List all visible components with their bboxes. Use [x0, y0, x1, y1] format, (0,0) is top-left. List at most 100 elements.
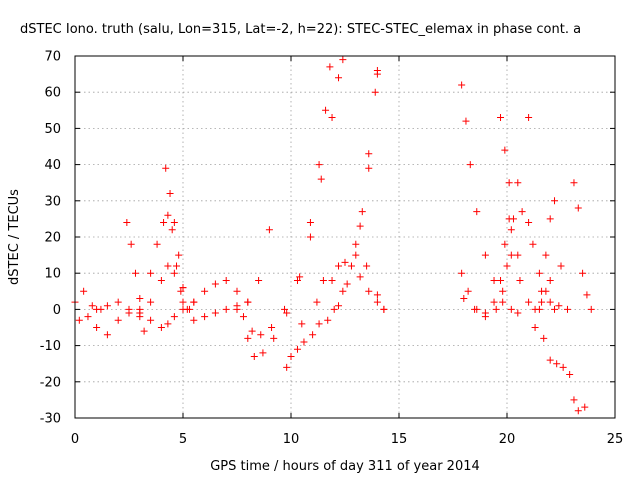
data-point: [248, 327, 256, 335]
data-point: [501, 240, 509, 248]
data-point: [473, 208, 481, 216]
data-point: [557, 262, 565, 270]
data-point: [270, 334, 278, 342]
y-tick-label: -30: [40, 412, 61, 427]
data-point: [481, 313, 489, 321]
data-point: [75, 316, 83, 324]
data-point: [222, 276, 230, 284]
x-tick-label: 20: [499, 432, 516, 447]
data-point: [330, 305, 338, 313]
data-point: [166, 190, 174, 198]
data-point: [514, 251, 522, 259]
data-point: [255, 276, 263, 284]
data-point: [356, 273, 364, 281]
data-point: [481, 251, 489, 259]
data-point: [501, 146, 509, 154]
data-point: [93, 324, 101, 331]
data-point: [341, 258, 349, 266]
data-point: [507, 251, 515, 259]
data-point: [373, 298, 381, 306]
data-point: [535, 305, 543, 313]
data-point: [319, 276, 327, 284]
data-point: [339, 56, 347, 64]
data-point: [587, 305, 595, 313]
data-point: [173, 262, 181, 270]
data-point: [239, 313, 247, 321]
data-point: [298, 320, 306, 328]
data-point: [559, 363, 567, 371]
data-point: [283, 309, 291, 317]
y-tick-label: -20: [40, 375, 61, 390]
data-point: [328, 276, 336, 284]
x-tick-label: 5: [179, 432, 187, 447]
data-point: [581, 403, 589, 411]
data-point: [313, 298, 321, 306]
y-tick-label: 70: [44, 50, 61, 65]
data-point: [471, 305, 479, 313]
data-points: [71, 56, 595, 415]
data-point: [84, 313, 92, 321]
data-point: [466, 161, 474, 169]
data-point: [157, 324, 165, 331]
y-tick-label: 60: [44, 86, 61, 101]
data-point: [259, 349, 267, 357]
data-point: [365, 150, 373, 158]
tick-labels: 0 5 10 15 20 25 -30 -20 -10 0 10 20 30 40 50 60 70: [40, 50, 624, 448]
data-point: [257, 331, 265, 339]
data-point: [324, 316, 332, 324]
data-point: [525, 219, 533, 227]
data-point: [153, 240, 161, 248]
y-tick-label: 30: [44, 194, 61, 209]
data-point: [538, 298, 546, 306]
data-point: [335, 302, 343, 310]
data-point: [514, 309, 522, 317]
data-point: [490, 298, 498, 306]
data-point: [164, 211, 172, 219]
data-point: [352, 251, 360, 259]
data-point: [540, 334, 548, 342]
data-point: [80, 287, 88, 295]
x-tick-label: 0: [71, 432, 79, 447]
data-point: [127, 240, 135, 248]
chart-title: dSTEC Iono. truth (salu, Lon=315, Lat=-2…: [20, 22, 581, 37]
data-point: [306, 233, 314, 241]
data-point: [177, 287, 185, 295]
data-point: [136, 313, 144, 321]
data-point: [525, 114, 533, 122]
data-point: [343, 280, 351, 288]
data-point: [296, 273, 304, 281]
data-point: [531, 324, 539, 331]
grid: [75, 56, 615, 418]
data-point: [566, 371, 574, 379]
data-point: [583, 291, 591, 299]
data-point: [509, 215, 517, 223]
data-point: [170, 313, 178, 321]
data-point: [147, 298, 155, 306]
data-point: [570, 396, 578, 404]
data-point: [356, 222, 364, 230]
data-point: [335, 262, 343, 270]
data-point: [373, 70, 381, 78]
data-point: [555, 302, 563, 310]
data-point: [358, 208, 366, 216]
data-point: [136, 305, 144, 313]
data-point: [462, 117, 470, 125]
data-point: [507, 226, 515, 234]
data-point: [563, 305, 571, 313]
data-point: [352, 240, 360, 248]
data-point: [507, 305, 515, 313]
data-point: [574, 407, 582, 415]
data-point: [147, 269, 155, 277]
x-axis-label: GPS time / hours of day 311 of year 2014: [210, 459, 480, 474]
data-point: [140, 327, 148, 335]
data-point: [136, 295, 144, 303]
data-point: [490, 276, 498, 284]
data-point: [570, 179, 578, 187]
data-point: [162, 164, 170, 172]
data-point: [211, 280, 219, 288]
data-point: [179, 284, 187, 292]
data-point: [542, 251, 550, 259]
data-point: [380, 305, 388, 313]
data-point: [190, 316, 198, 324]
data-point: [497, 276, 505, 284]
